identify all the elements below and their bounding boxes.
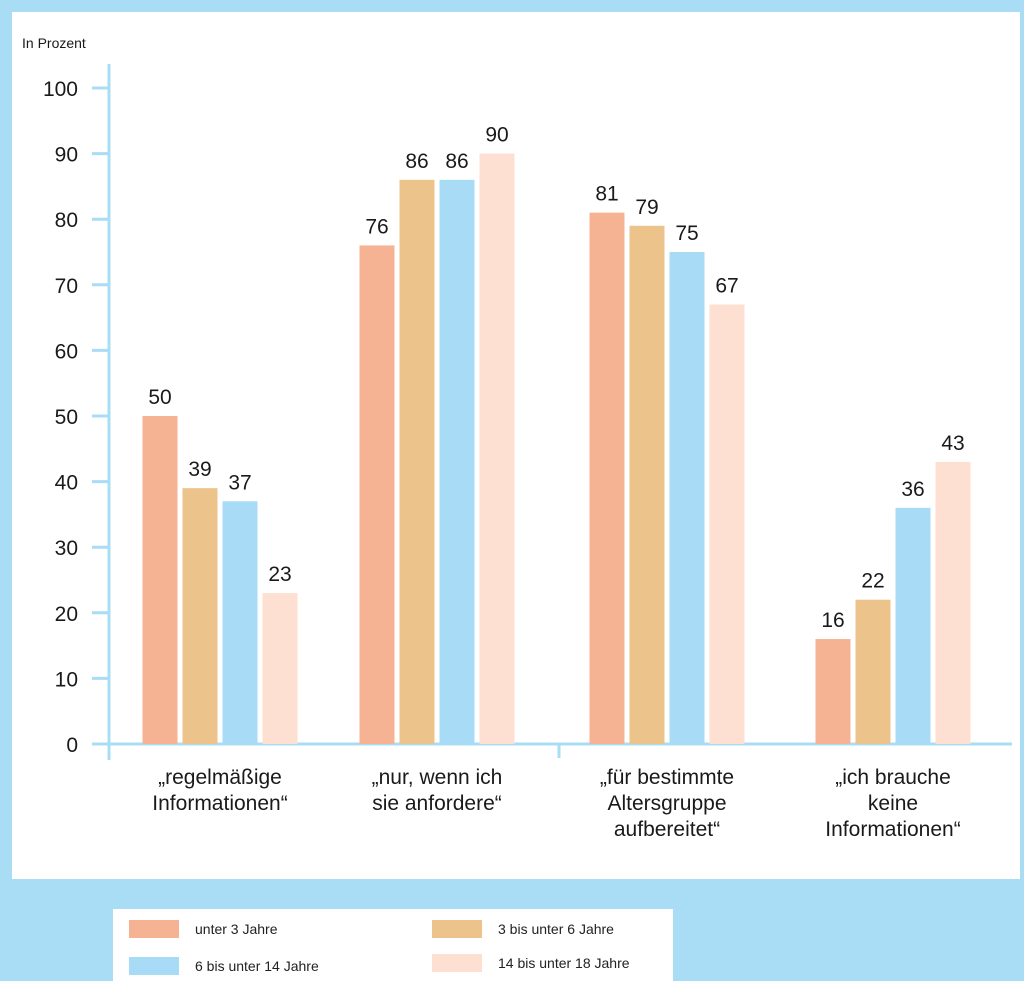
bar-c0-s0	[142, 416, 178, 744]
y-tick-label-30: 30	[55, 537, 78, 560]
bar-c3-s0	[815, 639, 851, 744]
legend-swatch-3-to-6	[432, 920, 482, 938]
bar-c2-s0	[589, 212, 625, 744]
legend-swatch-under-3	[129, 920, 179, 938]
legend-item-6-to-14: 6 bis unter 14 Jahre	[129, 957, 319, 975]
bar-c0-s1	[182, 488, 218, 744]
category-label-c2-l1: Altersgruppe	[607, 792, 726, 815]
y-tick-label-10: 10	[55, 668, 78, 691]
legend-item-14-to-18: 14 bis unter 18 Jahre	[432, 954, 630, 972]
category-label-c1-l1: sie anfordere“	[372, 792, 502, 815]
bar-c3-s1	[855, 599, 891, 744]
data-label-c2-s1: 79	[635, 196, 658, 219]
data-label-c3-s0: 16	[821, 609, 844, 632]
category-label-c2-l0: „für bestimmte	[600, 766, 734, 789]
bar-c2-s1	[629, 225, 665, 744]
bar-c1-s1	[399, 179, 435, 745]
legend-item-3-to-6: 3 bis unter 6 Jahre	[432, 920, 614, 938]
data-label-c1-s3: 90	[485, 124, 508, 147]
legend-label-6-to-14: 6 bis unter 14 Jahre	[195, 958, 319, 974]
y-tick-label-50: 50	[55, 406, 78, 429]
data-label-c0-s0: 50	[148, 386, 171, 409]
data-label-c0-s1: 39	[188, 458, 211, 481]
bar-c1-s2	[439, 179, 475, 745]
y-tick-label-80: 80	[55, 209, 78, 232]
category-label-c3-l0: „ich brauche	[835, 766, 951, 789]
data-label-c2-s2: 75	[675, 222, 698, 245]
category-label-c1-l0: „nur, wenn ich	[372, 766, 503, 789]
legend-swatch-14-to-18	[432, 954, 482, 972]
legend-label-3-to-6: 3 bis unter 6 Jahre	[498, 921, 614, 937]
category-label-c2-l2: aufbereitet“	[614, 818, 720, 841]
y-axis-title: In Prozent	[22, 35, 86, 51]
y-tick-label-60: 60	[55, 340, 78, 363]
bar-c1-s0	[359, 245, 395, 744]
data-label-c2-s0: 81	[595, 183, 618, 206]
category-label-c0-l1: Informationen“	[152, 792, 287, 815]
legend-label-under-3: unter 3 Jahre	[195, 921, 278, 937]
bar-c0-s2	[222, 501, 258, 744]
y-tick-label-90: 90	[55, 144, 78, 167]
category-label-c3-l2: Informationen“	[825, 818, 960, 841]
data-label-c0-s3: 23	[268, 563, 291, 586]
data-label-c1-s2: 86	[445, 150, 468, 173]
bar-c0-s3	[262, 593, 298, 744]
data-label-c2-s3: 67	[715, 274, 738, 297]
chart-panel: In Prozent 0 10 20 30 40 50 60 70 80 90 100 50 39 37 23…	[12, 12, 1020, 879]
bar-c3-s2	[895, 507, 931, 744]
y-tick-label-0: 0	[66, 734, 78, 757]
bar-c2-s2	[669, 252, 705, 744]
legend: unter 3 Jahre 3 bis unter 6 Jahre 6 bis …	[113, 909, 673, 981]
data-label-c3-s1: 22	[861, 570, 884, 593]
legend-item-under-3: unter 3 Jahre	[129, 920, 278, 938]
y-tick-label-40: 40	[55, 472, 78, 495]
data-label-c3-s3: 43	[941, 432, 964, 455]
category-label-c3-l1: keine	[868, 792, 918, 815]
category-label-c0-l0: „regelmäßige	[158, 766, 282, 789]
data-label-c1-s1: 86	[405, 150, 428, 173]
y-tick-label-70: 70	[55, 275, 78, 298]
data-label-c0-s2: 37	[228, 471, 251, 494]
y-tick-label-100: 100	[43, 78, 78, 101]
bar-chart: In Prozent 0 10 20 30 40 50 60 70 80 90 100 50 39 37 23…	[22, 35, 1012, 841]
bar-c2-s3	[709, 304, 745, 744]
legend-swatch-6-to-14	[129, 957, 179, 975]
data-label-c3-s2: 36	[901, 478, 924, 501]
bar-c3-s3	[935, 461, 971, 744]
y-tick-label-20: 20	[55, 603, 78, 626]
bar-c1-s3	[479, 153, 515, 745]
data-label-c1-s0: 76	[365, 215, 388, 238]
legend-label-14-to-18: 14 bis unter 18 Jahre	[498, 955, 630, 971]
